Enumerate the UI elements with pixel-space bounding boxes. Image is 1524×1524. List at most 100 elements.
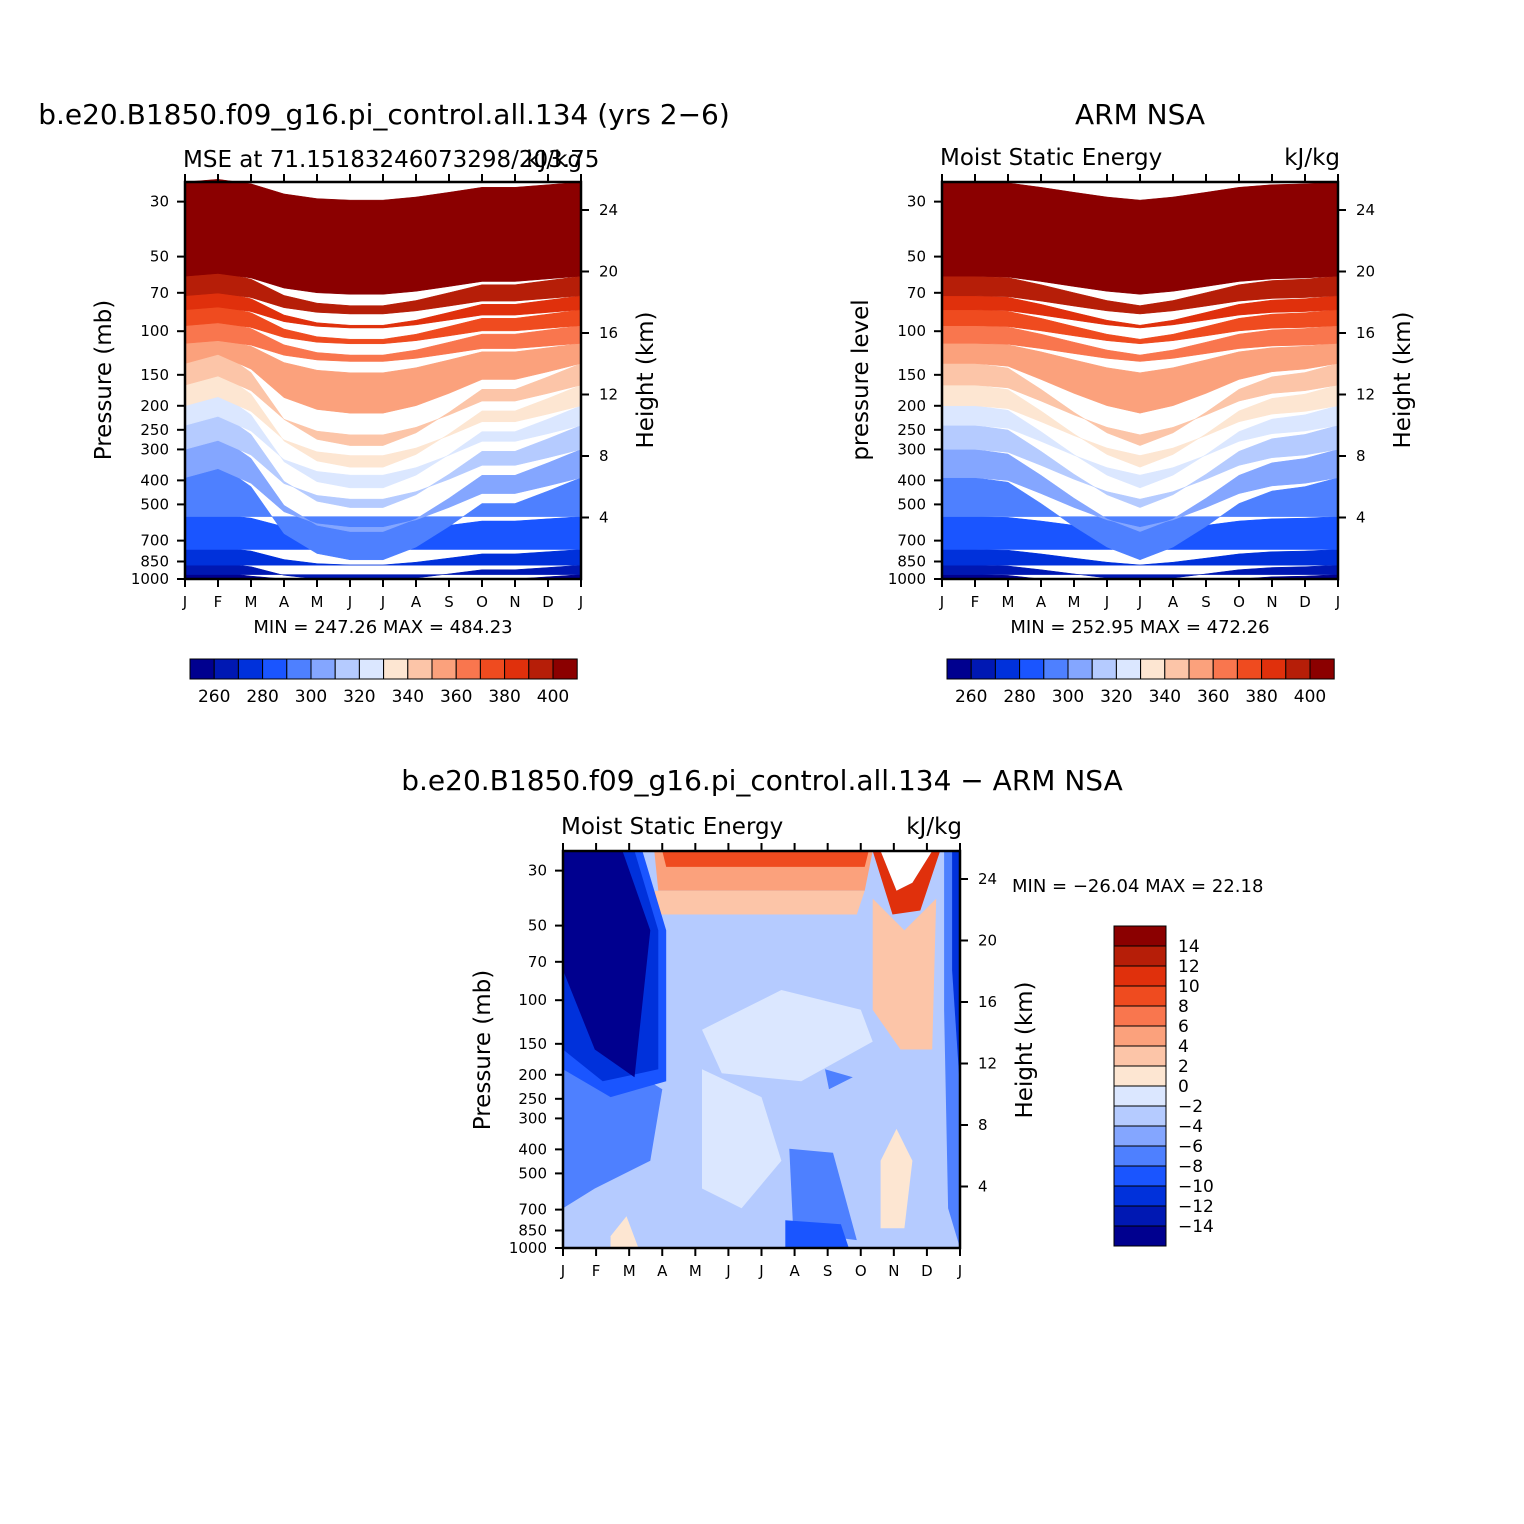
x-tick-label: M: [689, 1262, 702, 1280]
panel-1-contour-fill: [184, 179, 582, 580]
y-tick-label: 100: [140, 322, 169, 340]
colorbar-swatch: [1067, 658, 1093, 680]
y-tick-label: 30: [528, 862, 547, 880]
panel-1-title: b.e20.B1850.f09_g16.pi_control.all.134 (…: [38, 98, 730, 131]
colorbar-label: 280: [1003, 687, 1035, 707]
colorbar-swatch: [213, 658, 239, 680]
x-tick-label: M: [311, 593, 324, 611]
x-tick-label: J: [725, 1262, 730, 1280]
contour-region: [880, 1128, 913, 1229]
panel-2-contour-fill: [941, 181, 1339, 580]
x-tick-label: D: [1299, 593, 1311, 611]
x-tick-label: J: [1335, 593, 1340, 611]
contour-region: [610, 1216, 639, 1248]
panel-2-subtitle-left: Moist Static Energy: [940, 145, 1162, 171]
x-tick-label: M: [245, 593, 258, 611]
y-tick-label: 850: [897, 553, 926, 571]
colorbar-swatch: [1113, 925, 1167, 947]
colorbar-swatch: [1019, 658, 1045, 680]
panel-model: b.e20.B1850.f09_g16.pi_control.all.134 (…: [38, 98, 730, 707]
colorbar-label: 300: [295, 687, 327, 707]
colorbar-label: 380: [488, 687, 520, 707]
colorbar-label: −10: [1178, 1177, 1214, 1197]
contour-band: [184, 179, 582, 295]
colorbar-swatch: [1113, 1125, 1167, 1147]
y-tick-label: 30: [150, 193, 169, 211]
panel-3-subtitle-left: Moist Static Energy: [561, 814, 783, 840]
y-tick-label: 1000: [131, 570, 169, 588]
x-tick-label: M: [1002, 593, 1015, 611]
x-tick-label: N: [888, 1262, 899, 1280]
x-tick-label: S: [823, 1262, 833, 1280]
colorbar-label: 320: [343, 687, 375, 707]
y-tick-label: 30: [907, 193, 926, 211]
colorbar-label: −8: [1178, 1157, 1203, 1177]
colorbar-swatch: [1091, 658, 1117, 680]
panel-2-minmax: MIN = 252.95 MAX = 472.26: [1010, 617, 1269, 638]
colorbar-swatch: [189, 658, 215, 680]
colorbar-label: 260: [198, 687, 230, 707]
colorbar-label: 0: [1178, 1077, 1189, 1097]
colorbar-swatch: [358, 658, 385, 680]
contour-region: [880, 851, 933, 891]
y-right-tick-label: 16: [599, 324, 618, 342]
colorbar-label: 4: [1178, 1037, 1189, 1057]
y-tick-label: 400: [518, 1140, 547, 1158]
colorbar-swatch: [504, 658, 530, 680]
y-tick-label: 100: [518, 991, 547, 1009]
panel-3-subtitle-right: kJ/kg: [906, 814, 962, 840]
colorbar-swatch: [286, 658, 312, 680]
x-tick-label: O: [476, 593, 488, 611]
colorbar-label: 340: [392, 687, 424, 707]
colorbar-label: 360: [1197, 687, 1229, 707]
y-right-tick-label: 20: [978, 932, 997, 950]
panel-1-subtitle-right: kJ/kg: [526, 147, 582, 173]
colorbar-label: 340: [1149, 687, 1181, 707]
y-right-tick-label: 4: [599, 509, 609, 527]
colorbar-swatch: [1261, 658, 1287, 680]
y-right-tick-label: 12: [599, 386, 618, 404]
y-tick-label: 850: [518, 1222, 547, 1240]
x-tick-label: A: [411, 593, 422, 611]
y-tick-label: 1000: [509, 1239, 547, 1257]
colorbar-swatch: [552, 658, 578, 680]
panel-2-colorbar: 260 280 300 320 340 360 380 400: [946, 658, 1335, 707]
colorbar-label: 400: [1294, 687, 1326, 707]
y-tick-label: 150: [518, 1035, 547, 1053]
y-tick-label: 1000: [888, 570, 926, 588]
contour-region: [654, 890, 865, 915]
panel-2-ylabel-right: Height (km): [1390, 311, 1416, 448]
y-right-tick-label: 4: [978, 1178, 988, 1196]
contour-region: [702, 990, 873, 1082]
contour-region: [785, 1220, 849, 1248]
colorbar-swatch: [1113, 985, 1167, 1007]
colorbar-swatch: [970, 658, 996, 680]
colorbar-swatch: [1164, 658, 1190, 680]
y-right-tick-label: 24: [1356, 201, 1375, 219]
y-tick-label: 700: [518, 1201, 547, 1219]
x-tick-label: M: [1068, 593, 1081, 611]
y-right-tick-label: 12: [978, 1055, 997, 1073]
colorbar-label: 14: [1178, 937, 1200, 957]
colorbar-swatch: [1309, 658, 1335, 680]
y-tick-label: 150: [897, 366, 926, 384]
y-tick-label: 50: [528, 917, 547, 935]
contour-region: [789, 1148, 857, 1241]
y-tick-label: 150: [140, 366, 169, 384]
y-tick-label: 70: [150, 284, 169, 302]
y-tick-label: 300: [518, 1109, 547, 1127]
colorbar-swatch: [1113, 1145, 1167, 1167]
x-tick-label: D: [542, 593, 554, 611]
contour-region: [662, 851, 869, 867]
y-tick-label: 850: [140, 553, 169, 571]
colorbar-label: 400: [537, 687, 569, 707]
colorbar-swatch: [455, 658, 481, 680]
y-right-tick-label: 8: [599, 447, 609, 465]
colorbar-swatch: [431, 658, 457, 680]
colorbar-label: 360: [440, 687, 472, 707]
colorbar-swatch: [1285, 658, 1311, 680]
colorbar-label: −6: [1178, 1137, 1203, 1157]
